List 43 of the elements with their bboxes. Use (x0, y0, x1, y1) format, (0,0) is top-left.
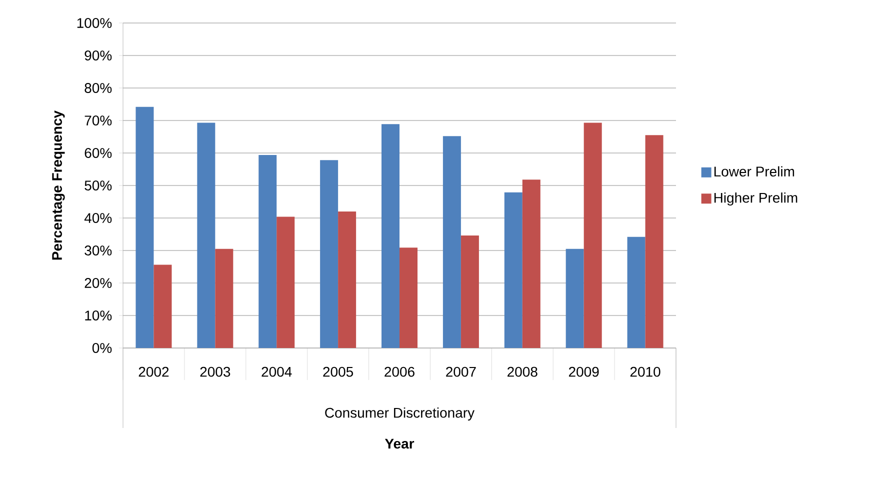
x-tick-label: 2004 (262, 366, 292, 377)
bar (504, 192, 522, 348)
legend-label: Lower Prelim (714, 166, 794, 177)
x-tick-label: 2009 (568, 366, 599, 377)
bar (566, 248, 584, 348)
bar (258, 154, 277, 348)
legend-label: Higher Prelim (714, 192, 798, 206)
bar (460, 236, 479, 348)
x-axis-title: Year (384, 438, 414, 449)
x-tick-label: 2006 (384, 366, 414, 377)
y-tick-label: 20% (84, 278, 112, 288)
y-tick-label: 10% (85, 310, 112, 320)
x-tick-label: 2003 (200, 366, 230, 377)
bar (154, 264, 172, 348)
x-tick-label: 2008 (508, 366, 538, 377)
text: Consumer Discretionary (325, 407, 475, 421)
bar (400, 248, 418, 348)
y-axis-title: Percentage Frequency (52, 110, 65, 260)
bar (197, 122, 216, 348)
bar (276, 216, 295, 348)
bar (584, 122, 602, 348)
y-tick-label: 80% (84, 83, 112, 93)
y-tick-label: 60% (84, 148, 112, 158)
y-tick-label: 100% (77, 18, 112, 28)
x-tick-label: 2002 (138, 366, 169, 377)
x-tick-label: 2007 (446, 366, 476, 377)
y-tick-label: 0% (92, 343, 112, 353)
bar (382, 124, 400, 348)
x-tick-label: 2005 (323, 366, 354, 377)
bar (338, 212, 356, 348)
bar (320, 160, 338, 348)
bar (627, 236, 646, 348)
y-tick-label: 90% (84, 50, 112, 60)
y-tick-label: 30% (84, 246, 112, 256)
y-tick-label: 40% (84, 213, 112, 223)
y-tick-label: 70% (84, 116, 112, 126)
bar (645, 135, 664, 348)
bar (215, 248, 234, 348)
x-tick-label: 2010 (630, 366, 660, 377)
y-tick-label: 50% (84, 180, 112, 190)
bar (136, 106, 154, 348)
bar (442, 136, 461, 348)
bar (522, 180, 540, 348)
